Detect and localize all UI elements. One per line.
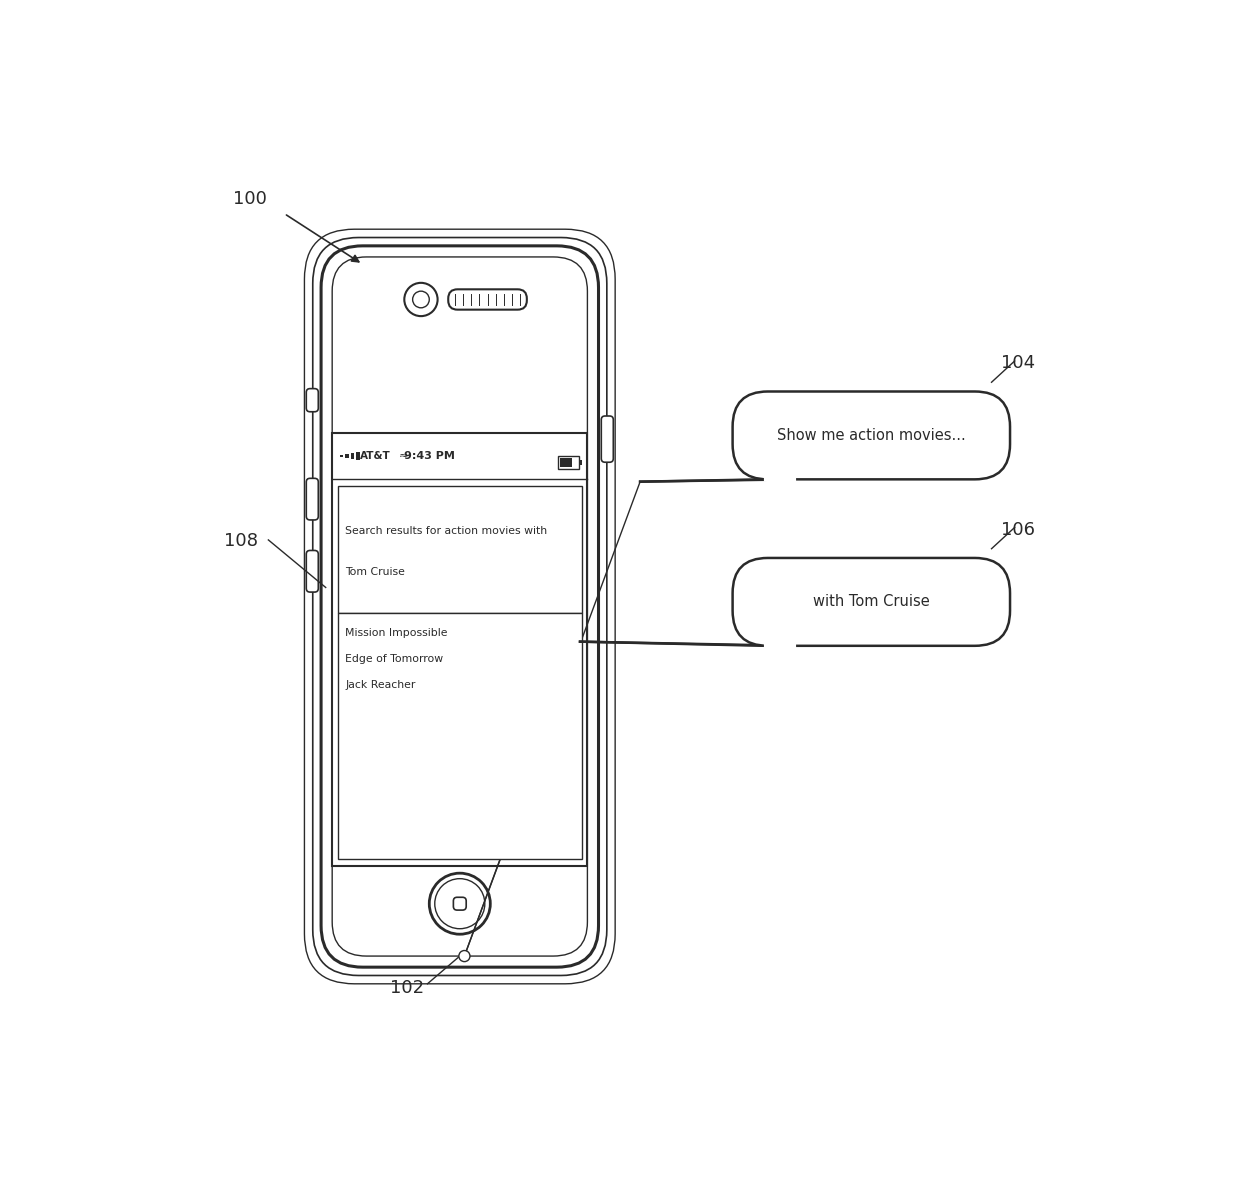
FancyBboxPatch shape [332, 257, 588, 956]
Bar [332, 434, 588, 866]
FancyBboxPatch shape [448, 289, 527, 310]
Bar [356, 453, 360, 460]
Text: Show me action movies...: Show me action movies... [777, 428, 966, 443]
Circle shape [429, 873, 490, 934]
FancyBboxPatch shape [305, 229, 615, 984]
Bar [337, 486, 582, 613]
Text: Edge of Tomorrow: Edge of Tomorrow [345, 655, 443, 664]
Text: 102: 102 [391, 979, 424, 997]
FancyBboxPatch shape [306, 389, 319, 412]
Text: 106: 106 [1001, 521, 1035, 539]
Bar [345, 454, 348, 458]
Circle shape [459, 950, 470, 962]
Bar [351, 453, 355, 459]
Circle shape [435, 879, 485, 928]
Bar [337, 613, 582, 859]
FancyBboxPatch shape [733, 558, 1011, 646]
FancyBboxPatch shape [601, 416, 614, 462]
Circle shape [413, 291, 429, 307]
Bar [558, 456, 579, 468]
Circle shape [404, 283, 438, 316]
Text: Tom Cruise: Tom Cruise [345, 567, 405, 578]
Bar [340, 455, 343, 458]
Text: with Tom Cruise: with Tom Cruise [813, 594, 930, 609]
FancyBboxPatch shape [321, 246, 599, 967]
FancyBboxPatch shape [733, 392, 1011, 479]
Text: Jack Reacher: Jack Reacher [345, 680, 415, 691]
Text: ≈: ≈ [399, 452, 408, 461]
FancyBboxPatch shape [312, 238, 606, 975]
FancyBboxPatch shape [306, 478, 319, 520]
Text: 104: 104 [1001, 354, 1035, 372]
FancyBboxPatch shape [454, 897, 466, 910]
Text: 9:43 PM: 9:43 PM [404, 452, 455, 461]
Text: 100: 100 [233, 190, 267, 208]
Bar [579, 460, 582, 465]
Text: Search results for action movies with: Search results for action movies with [345, 526, 547, 536]
Text: AT&T: AT&T [360, 452, 391, 461]
Text: Mission Impossible: Mission Impossible [345, 628, 448, 638]
Bar [559, 458, 572, 467]
Text: 108: 108 [224, 532, 258, 550]
FancyBboxPatch shape [306, 550, 319, 592]
